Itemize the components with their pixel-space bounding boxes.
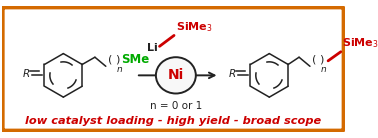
Text: SMe: SMe bbox=[121, 53, 149, 66]
Text: n = 0 or 1: n = 0 or 1 bbox=[150, 101, 202, 111]
Text: SiMe$_3$: SiMe$_3$ bbox=[176, 20, 213, 34]
Text: ): ) bbox=[115, 55, 119, 65]
Text: Li: Li bbox=[147, 43, 158, 53]
Text: R: R bbox=[23, 69, 30, 79]
Text: n: n bbox=[117, 65, 122, 74]
Text: R: R bbox=[228, 69, 236, 79]
Text: (: ( bbox=[108, 55, 112, 65]
FancyBboxPatch shape bbox=[3, 7, 344, 131]
Text: low catalyst loading - high yield - broad scope: low catalyst loading - high yield - broa… bbox=[25, 116, 321, 126]
Text: n: n bbox=[321, 65, 327, 74]
Ellipse shape bbox=[156, 57, 196, 94]
Text: ): ) bbox=[319, 55, 324, 65]
Text: (: ( bbox=[312, 55, 316, 65]
Text: SiMe$_3$: SiMe$_3$ bbox=[342, 36, 378, 50]
Text: Ni: Ni bbox=[168, 68, 184, 82]
